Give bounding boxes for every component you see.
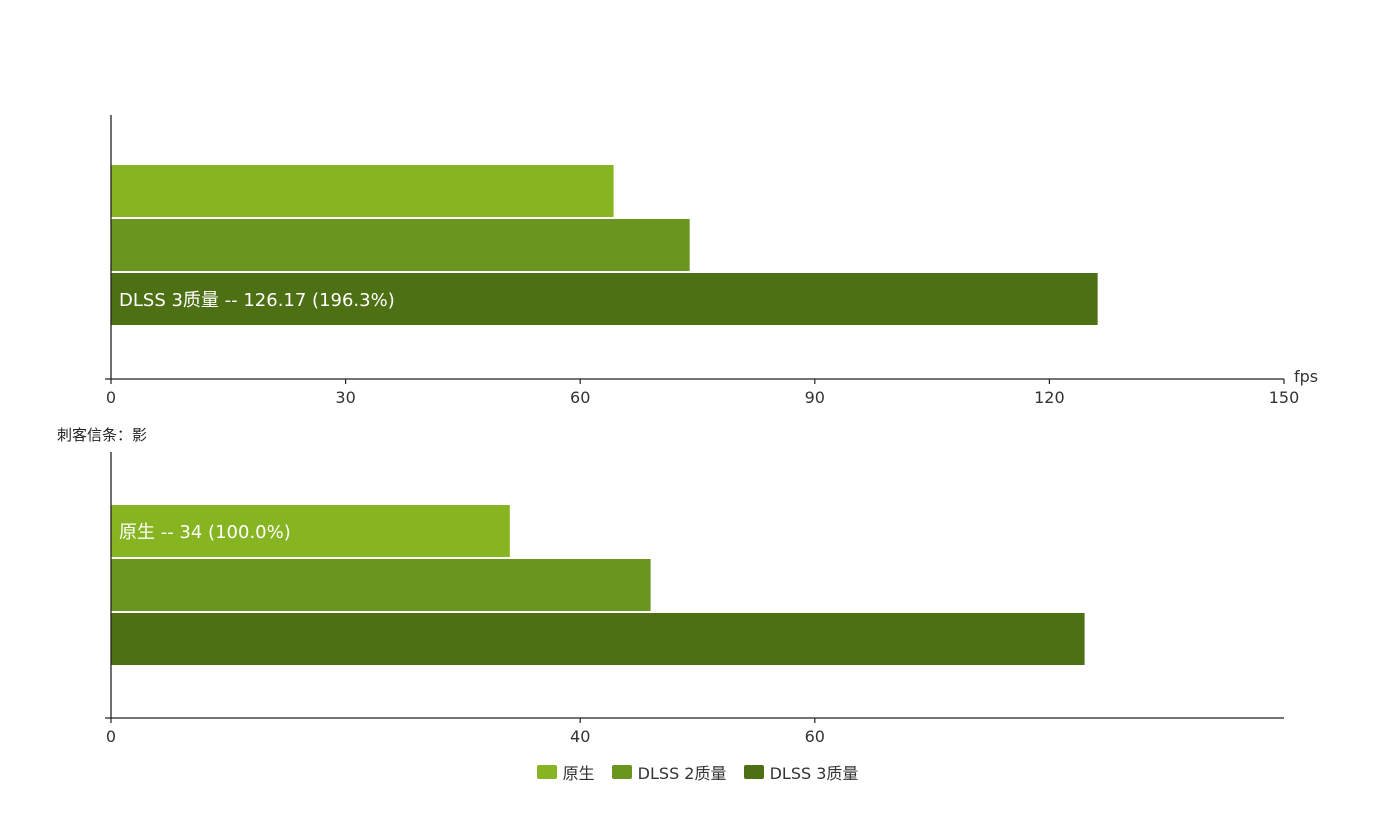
chart-panel-bottom: 刺客信条：影原生 -- 34 (100.0%) 0 40 60: [57, 426, 1284, 746]
legend: 原生 DLSS 2质量 DLSS 3质量: [0, 760, 1395, 784]
x-tick-label: 120: [1034, 388, 1065, 407]
x-tick-label: 0: [106, 388, 116, 407]
x-tick-label: 0: [106, 727, 116, 746]
bar-native[interactable]: [111, 505, 510, 557]
bar-dlss2[interactable]: [111, 559, 651, 611]
x-tick-label: 60: [805, 727, 825, 746]
chart-panel-top: DLSS 3质量 -- 126.17 (196.3%) 0 30 60 90 120 150…: [105, 115, 1318, 407]
legend-label-dlss2: DLSS 2质量: [637, 764, 727, 783]
bar-label-dlss3: DLSS 3质量 -- 126.17 (196.3%): [119, 290, 395, 311]
legend-label-dlss3: DLSS 3质量: [769, 764, 859, 783]
x-tick-label: 60: [570, 388, 590, 407]
x-tick-label: 30: [335, 388, 355, 407]
bar-dlss3[interactable]: [111, 273, 1098, 325]
x-tick-label: 90: [805, 388, 825, 407]
x-axis-unit: fps: [1294, 367, 1318, 386]
legend-item-dlss3[interactable]: DLSS 3质量: [743, 760, 859, 784]
bar-dlss2[interactable]: [111, 219, 690, 271]
chart-title: 刺客信条：影: [57, 426, 147, 444]
legend-swatch-dlss3: [743, 765, 764, 779]
legend-swatch-dlss2: [611, 765, 632, 779]
bar-native[interactable]: [111, 165, 614, 217]
x-tick-label: 150: [1269, 388, 1300, 407]
legend-swatch-native: [536, 765, 557, 779]
x-tick-label: 40: [570, 727, 590, 746]
legend-item-native[interactable]: 原生: [536, 760, 595, 784]
bar-dlss3[interactable]: [111, 613, 1085, 665]
legend-label-native: 原生: [562, 764, 595, 783]
legend-item-dlss2[interactable]: DLSS 2质量: [611, 760, 727, 784]
bar-label-native: 原生 -- 34 (100.0%): [119, 522, 291, 543]
